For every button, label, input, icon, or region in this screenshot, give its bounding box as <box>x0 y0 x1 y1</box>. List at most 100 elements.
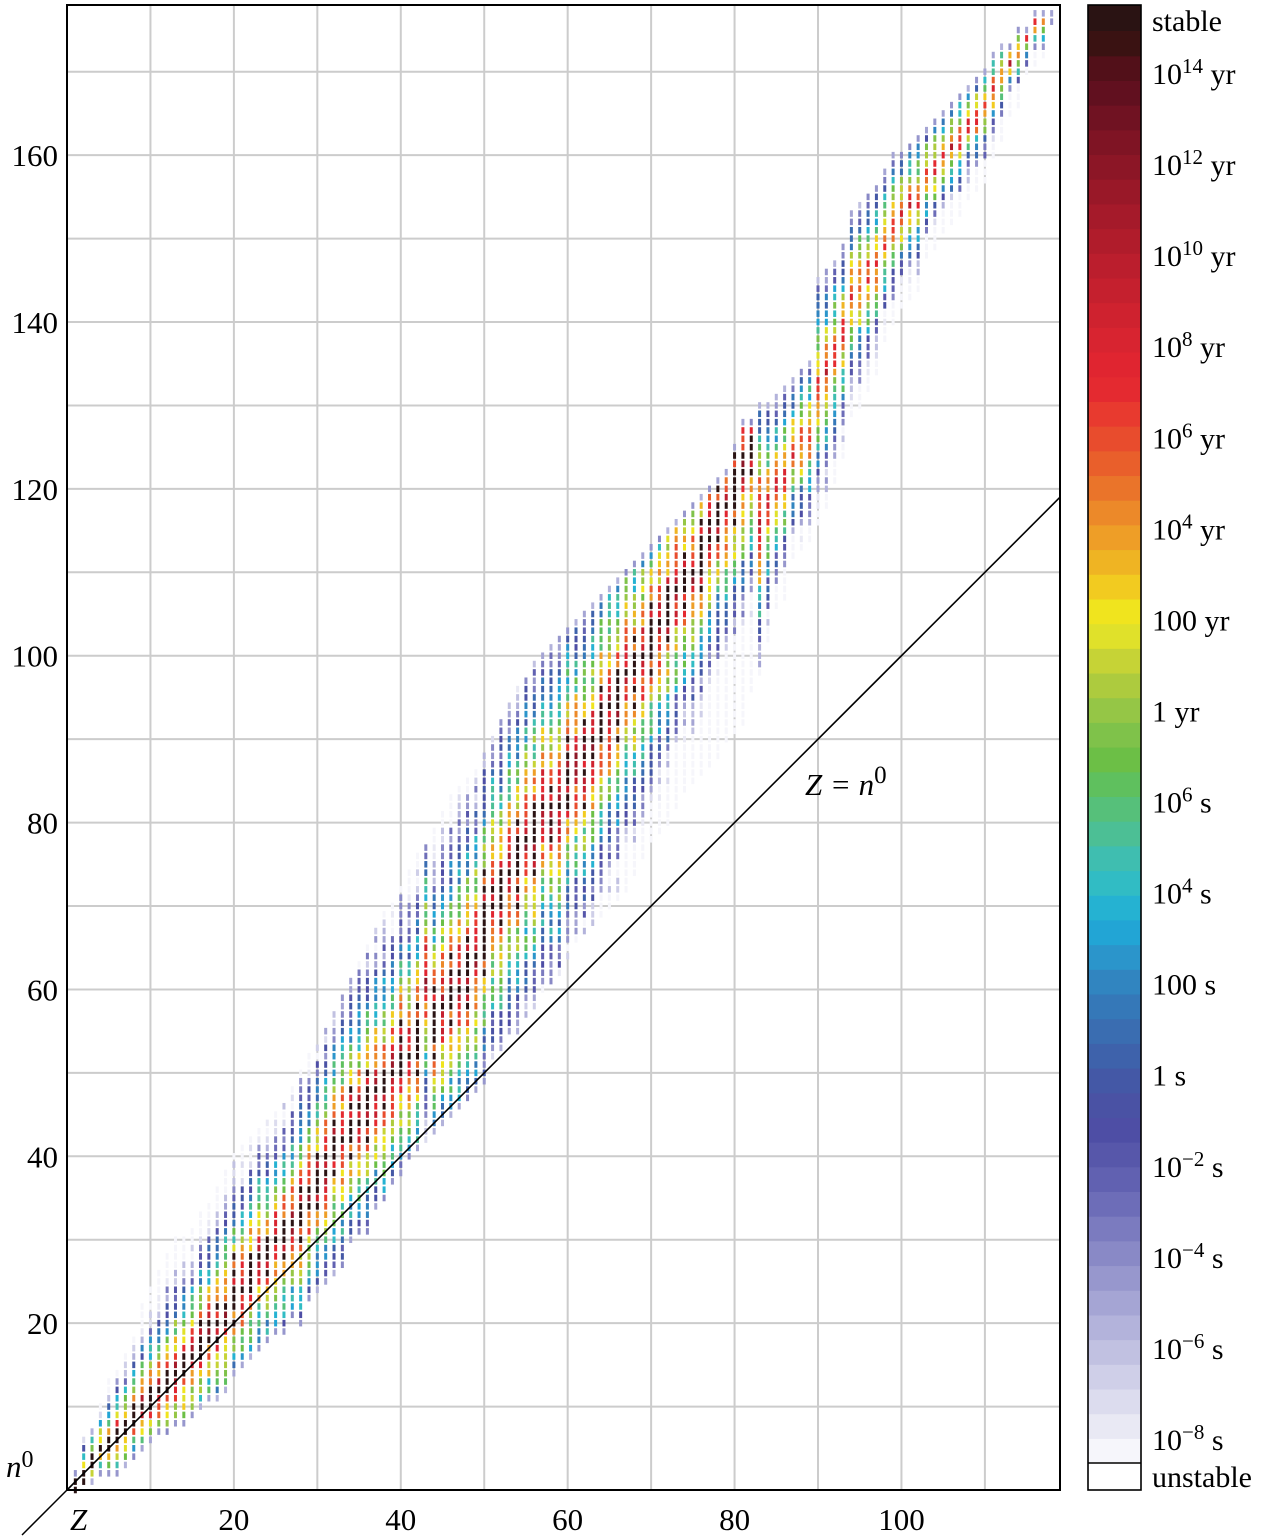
nuclide-cell <box>808 418 812 426</box>
nuclide-cell <box>733 560 737 568</box>
nuclide-cell <box>607 694 611 701</box>
nuclide-cell <box>390 1044 394 1052</box>
nuclide-cell <box>816 318 820 326</box>
nuclide-cell <box>891 151 895 159</box>
nuclide-cell <box>657 602 661 609</box>
nuclide-cell <box>657 569 661 576</box>
nuclide-cell <box>482 961 486 968</box>
nuclide-cell <box>991 93 995 101</box>
nuclide-cell <box>733 660 737 668</box>
nuclide-cell <box>307 1127 311 1135</box>
nuclide-cell <box>148 1386 152 1394</box>
nuclide-cell <box>616 769 620 776</box>
nuclide-cell <box>691 710 695 718</box>
nuclide-cell <box>215 1236 219 1243</box>
nuclide-cell <box>532 719 536 726</box>
nuclide-cell <box>524 869 528 876</box>
colorbar-swatch <box>1088 821 1141 847</box>
nuclide-cell <box>182 1269 186 1277</box>
nuclide-cell <box>332 1111 336 1118</box>
nuclide-cell <box>657 760 661 768</box>
nuclide-cell <box>549 719 553 726</box>
nuclide-cell <box>833 285 837 292</box>
nuclide-cell <box>199 1344 203 1352</box>
nuclide-cell <box>950 176 954 184</box>
nuclide-cell <box>691 527 695 534</box>
nuclide-cell <box>415 977 419 985</box>
nuclide-cell <box>1000 110 1004 117</box>
nuclide-cell <box>432 1069 436 1077</box>
nuclide-cell <box>574 911 578 918</box>
nuclide-cell <box>566 635 570 643</box>
nuclide-cell <box>199 1244 203 1252</box>
nuclide-cell <box>599 627 603 634</box>
nuclide-cell <box>324 1178 328 1185</box>
nuclide-cell <box>641 719 645 726</box>
nuclide-cell <box>424 861 428 868</box>
nuclide-cell <box>340 1119 344 1127</box>
nuclide-cell <box>749 644 753 651</box>
nuclide-cell <box>657 744 661 751</box>
nuclide-cell <box>691 719 695 726</box>
nuclide-cell <box>699 685 703 693</box>
nuclide-cell <box>399 1052 403 1060</box>
nuclide-cell <box>749 518 753 526</box>
nuclide-cell <box>374 1194 378 1202</box>
nuclide-cell <box>733 594 737 601</box>
nuclide-cell <box>766 418 770 426</box>
colorbar-label-unit: yr <box>1193 513 1226 546</box>
nuclide-cell <box>165 1353 169 1360</box>
nuclide-cell <box>816 335 820 342</box>
nuclide-cell <box>332 1061 336 1068</box>
nuclide-cell <box>632 585 636 593</box>
nuclide-cell <box>240 1219 244 1227</box>
nuclide-cell <box>357 1061 361 1068</box>
nuclide-cell <box>916 185 920 192</box>
nuclide-cell <box>666 785 670 793</box>
nuclide-cell <box>449 952 453 960</box>
nuclide-cell <box>240 1211 244 1218</box>
colorbar-label-base: 10 <box>1152 513 1182 546</box>
nuclide-cell <box>424 994 428 1002</box>
nuclide-cell <box>466 861 470 868</box>
nuclide-cell <box>182 1394 186 1402</box>
nuclide-cell <box>591 886 595 893</box>
colorbar-swatch <box>1088 771 1141 797</box>
nuclide-cell <box>783 577 787 584</box>
nuclide-cell <box>332 1236 336 1243</box>
nuclide-cell <box>107 1394 111 1402</box>
nuclide-cell <box>866 193 870 201</box>
nuclide-cell <box>774 602 778 609</box>
nuclide-cell <box>841 268 845 276</box>
nuclide-cell <box>524 902 528 910</box>
nuclide-cell <box>424 977 428 985</box>
nuclide-cell <box>491 1044 495 1052</box>
nuclide-cell <box>199 1311 203 1319</box>
nuclide-cell <box>566 894 570 901</box>
nuclide-cell <box>357 1203 361 1210</box>
nuclide-cell <box>941 110 945 117</box>
nuclide-cell <box>582 852 586 860</box>
nuclide-cell <box>457 994 461 1002</box>
nuclide-cell <box>599 685 603 693</box>
nuclide-cell <box>407 869 411 876</box>
nuclide-cell <box>632 819 636 826</box>
nuclide-cell <box>357 1144 361 1152</box>
nuclide-cell <box>582 902 586 910</box>
nuclide-cell <box>682 785 686 793</box>
nuclide-cell <box>741 585 745 593</box>
nuclide-cell <box>749 443 753 451</box>
nuclide-cell <box>891 302 895 309</box>
nuclide-cell <box>182 1303 186 1310</box>
nuclide-cell <box>908 285 912 292</box>
nuclide-cell <box>290 1311 294 1319</box>
nuclide-cell <box>691 518 695 526</box>
nuclide-cell <box>574 694 578 701</box>
nuclide-cell <box>257 1153 261 1160</box>
nuclide-cell <box>1016 35 1020 42</box>
nuclide-cell <box>632 677 636 685</box>
nuclide-cell <box>307 1178 311 1185</box>
nuclide-cell <box>332 1127 336 1135</box>
nuclide-cell <box>441 1077 445 1085</box>
nuclide-cell <box>482 1011 486 1018</box>
